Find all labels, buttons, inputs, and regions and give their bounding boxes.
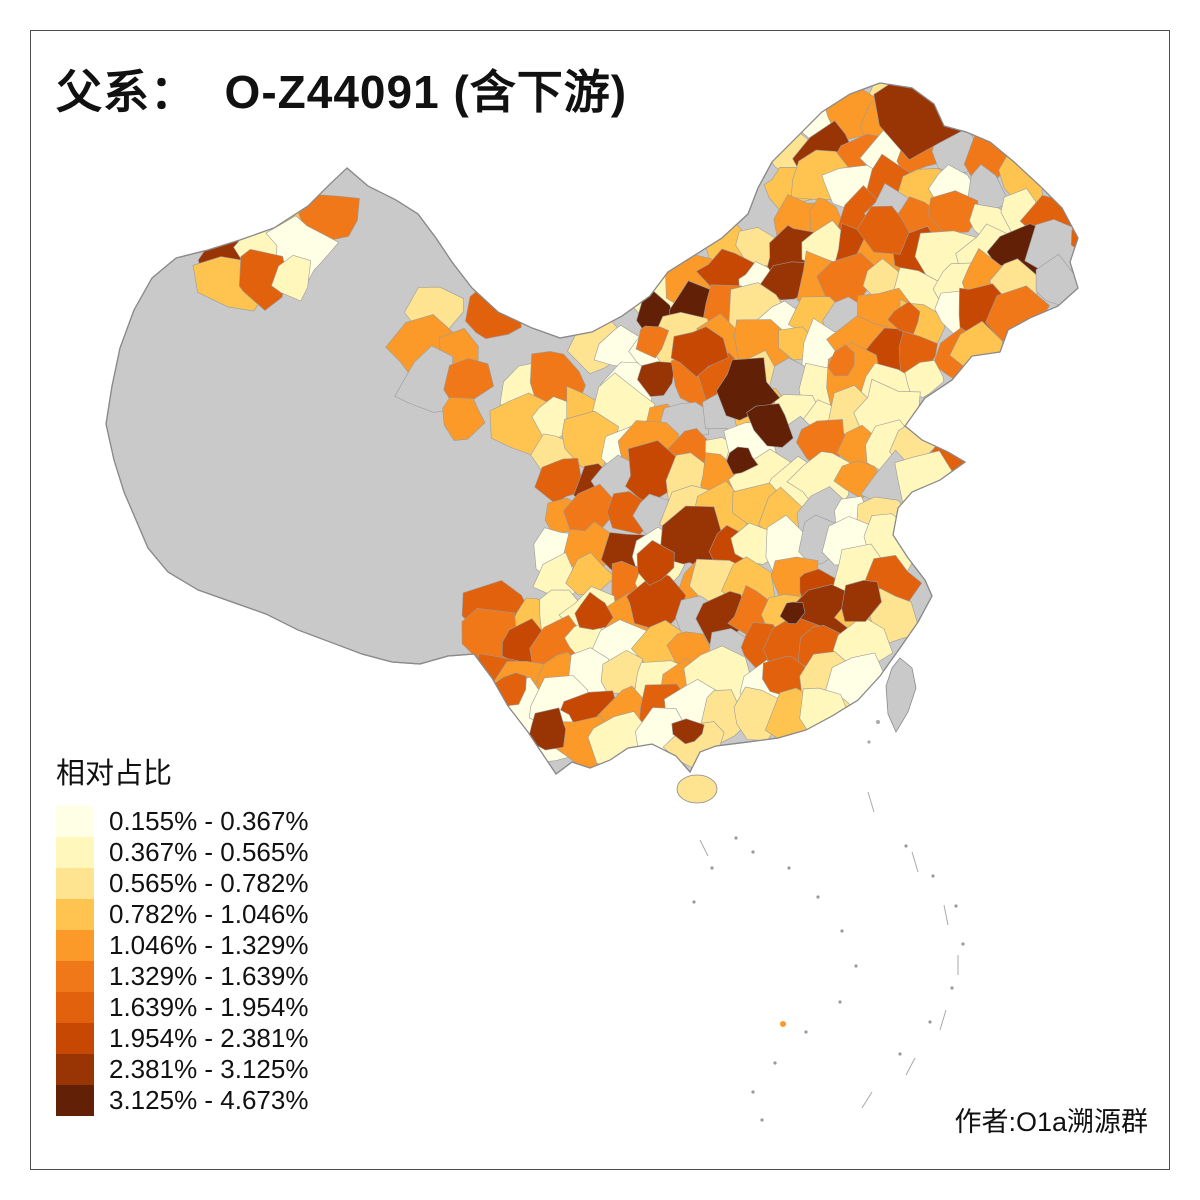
legend-label: 0.367% - 0.565% xyxy=(109,837,309,867)
legend-item: 2.381% - 3.125% xyxy=(56,1054,308,1085)
legend-label: 2.381% - 3.125% xyxy=(109,1054,309,1084)
legend-item: 0.565% - 0.782% xyxy=(56,868,308,899)
legend-swatch xyxy=(56,837,94,868)
legend-item: 1.046% - 1.329% xyxy=(56,930,308,961)
legend-label: 1.954% - 2.381% xyxy=(109,1023,309,1053)
legend-item: 1.954% - 2.381% xyxy=(56,1023,308,1054)
legend-item: 3.125% - 4.673% xyxy=(56,1085,308,1116)
legend-swatch xyxy=(56,1054,94,1085)
legend-swatch xyxy=(56,868,94,899)
legend-swatch xyxy=(56,930,94,961)
credit-text: 作者:O1a溯源群 xyxy=(954,1107,1148,1137)
legend-label: 0.565% - 0.782% xyxy=(109,868,309,898)
legend-swatch xyxy=(56,806,94,837)
legend-swatch xyxy=(56,899,94,930)
legend-item: 0.155% - 0.367% xyxy=(56,806,308,837)
legend-item: 0.782% - 1.046% xyxy=(56,899,308,930)
legend-swatch xyxy=(56,1085,94,1116)
legend: 相对占比 0.155% - 0.367% 0.367% - 0.565% 0.565… xyxy=(56,750,308,1116)
legend-items: 0.155% - 0.367% 0.367% - 0.565% 0.565% - 0… xyxy=(56,806,308,1116)
legend-label: 3.125% - 4.673% xyxy=(109,1085,309,1115)
legend-label: 1.639% - 1.954% xyxy=(109,992,309,1022)
legend-swatch xyxy=(56,1023,94,1054)
legend-swatch xyxy=(56,992,94,1023)
legend-label: 1.329% - 1.639% xyxy=(109,961,309,991)
legend-label: 0.155% - 0.367% xyxy=(109,806,309,836)
legend-label: 1.046% - 1.329% xyxy=(109,930,309,960)
legend-item: 1.639% - 1.954% xyxy=(56,992,308,1023)
legend-swatch xyxy=(56,961,94,992)
legend-item: 1.329% - 1.639% xyxy=(56,961,308,992)
legend-label: 0.782% - 1.046% xyxy=(109,899,309,929)
legend-item: 0.367% - 0.565% xyxy=(56,837,308,868)
map-title: 父系： O-Z44091 (含下游) xyxy=(56,66,628,118)
legend-title: 相对占比 xyxy=(56,758,173,790)
